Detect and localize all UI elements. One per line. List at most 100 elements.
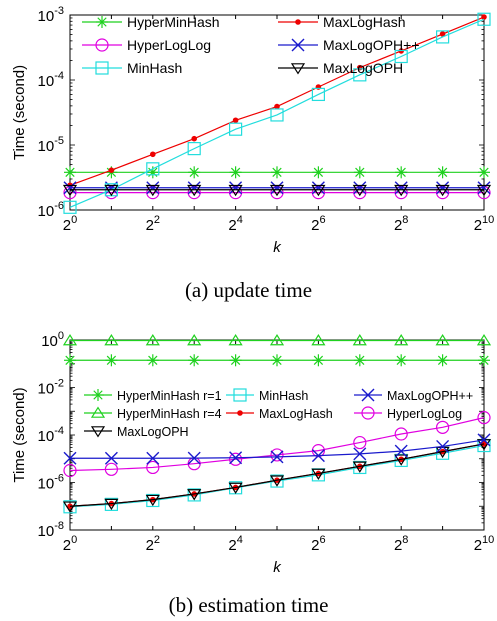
y-tick-label: 10-8 [38,520,64,540]
data-point [352,184,367,197]
series-maxlogoph [63,433,491,465]
data-point [229,354,242,367]
series-hyperloglog [63,411,491,478]
data-point [229,186,243,200]
data-point [394,444,408,458]
legend-marker [90,406,106,418]
data-point [311,184,326,197]
legend-entry-hyperloglog: HyperLogLog [354,406,462,421]
caption-estimation-time: (b) estimation time [168,593,329,617]
data-point [146,451,160,465]
legend-entry-hyperloglog: HyperLogLog [82,37,211,53]
data-point [478,166,490,179]
data-point [353,447,367,461]
data-point [229,166,242,179]
series-hyperminhash-r-1 [64,354,490,367]
data-point [477,12,491,26]
x-axis-label: k [273,239,282,256]
data-point [353,354,366,367]
data-point [64,354,76,367]
series-maxlogoph [62,439,492,513]
chart-2: 20 22 24 26 28 210 10-8 10-6 10-4 10-2 100 k Time (s… [11,330,494,576]
data-point [146,166,159,179]
data-point [187,142,201,156]
y-axis-label: Time (second) [11,387,28,482]
data-point [311,87,325,102]
data-point [187,186,201,200]
data-point [232,117,239,124]
data-point [62,501,78,513]
legend-label: HyperLogLog [127,37,211,53]
x-tick-label: 20 [63,214,77,234]
data-point [394,186,408,200]
x-tick-label: 28 [394,534,408,554]
x-tick-label: 210 [474,214,495,234]
legend-label: HyperLogLog [387,407,462,421]
legend-marker [95,61,109,75]
data-point [145,184,160,197]
data-point [394,333,409,346]
data-point [435,333,450,346]
data-point [353,68,367,82]
y-axis-label: Time (second) [11,65,28,160]
x-tick-label: 20 [63,534,77,554]
legend-marker [291,38,305,52]
data-point [146,181,160,195]
data-point [477,181,491,195]
legend-entry-maxlogoph: MaxLogOPH [84,425,189,439]
data-point [311,449,325,463]
data-point [311,186,325,200]
legend-marker [92,389,104,401]
legend-label: MinHash [259,389,308,403]
data-point [352,333,367,346]
legend-entry-hyperminhash: HyperMinHash [82,14,220,30]
data-point [104,462,119,476]
data-point [353,186,367,200]
legend-label: MaxLogOPH++ [387,389,473,403]
legend-marker [290,63,306,75]
data-point [105,354,118,367]
data-point [353,181,367,195]
data-point [150,151,156,158]
data-point [270,108,284,122]
legend-marker [90,426,106,438]
data-point [352,461,367,473]
x-axis-label: k [273,559,282,576]
data-point [146,354,159,367]
legend-entry-maxloghash: MaxLogHash [226,407,333,421]
data-point [104,333,119,346]
data-point [62,184,78,197]
x-tick-label: 26 [311,214,325,234]
chart-1: 20 22 24 26 28 210 10-6 10-5 10-4 10-3 k Time (seco… [11,5,494,256]
data-point [436,439,450,453]
data-point [476,333,492,346]
data-point [270,450,284,464]
data-point [395,166,408,179]
legend-marker [237,410,243,416]
legend-label: MaxLogOPH++ [323,37,420,53]
data-point [477,186,491,200]
data-point [229,452,243,466]
x-tick-label: 22 [146,534,160,554]
data-point [64,166,76,179]
legend-entry-hyperminhash-r-1: HyperMinHash r=1 [84,389,222,403]
x-tick-label: 22 [146,214,160,234]
data-point [187,451,201,465]
x-tick-label: 24 [228,214,242,234]
legend-label: HyperMinHash [127,14,220,30]
data-point [62,333,78,346]
data-point [270,186,284,200]
data-point [146,186,160,200]
data-point [436,354,449,367]
data-point [63,200,77,214]
data-point [145,333,160,346]
series-hyperloglog [63,186,491,200]
data-point [312,354,325,367]
y-tick-label: 100 [41,330,64,350]
data-point [270,181,284,195]
legend-entry-minhash: MinHash [226,388,308,403]
x-tick-label: 26 [311,534,325,554]
y-tick-label: 10-4 [38,70,64,90]
legend-label: MaxLogHash [323,14,406,30]
legend-label: MinHash [127,60,182,76]
